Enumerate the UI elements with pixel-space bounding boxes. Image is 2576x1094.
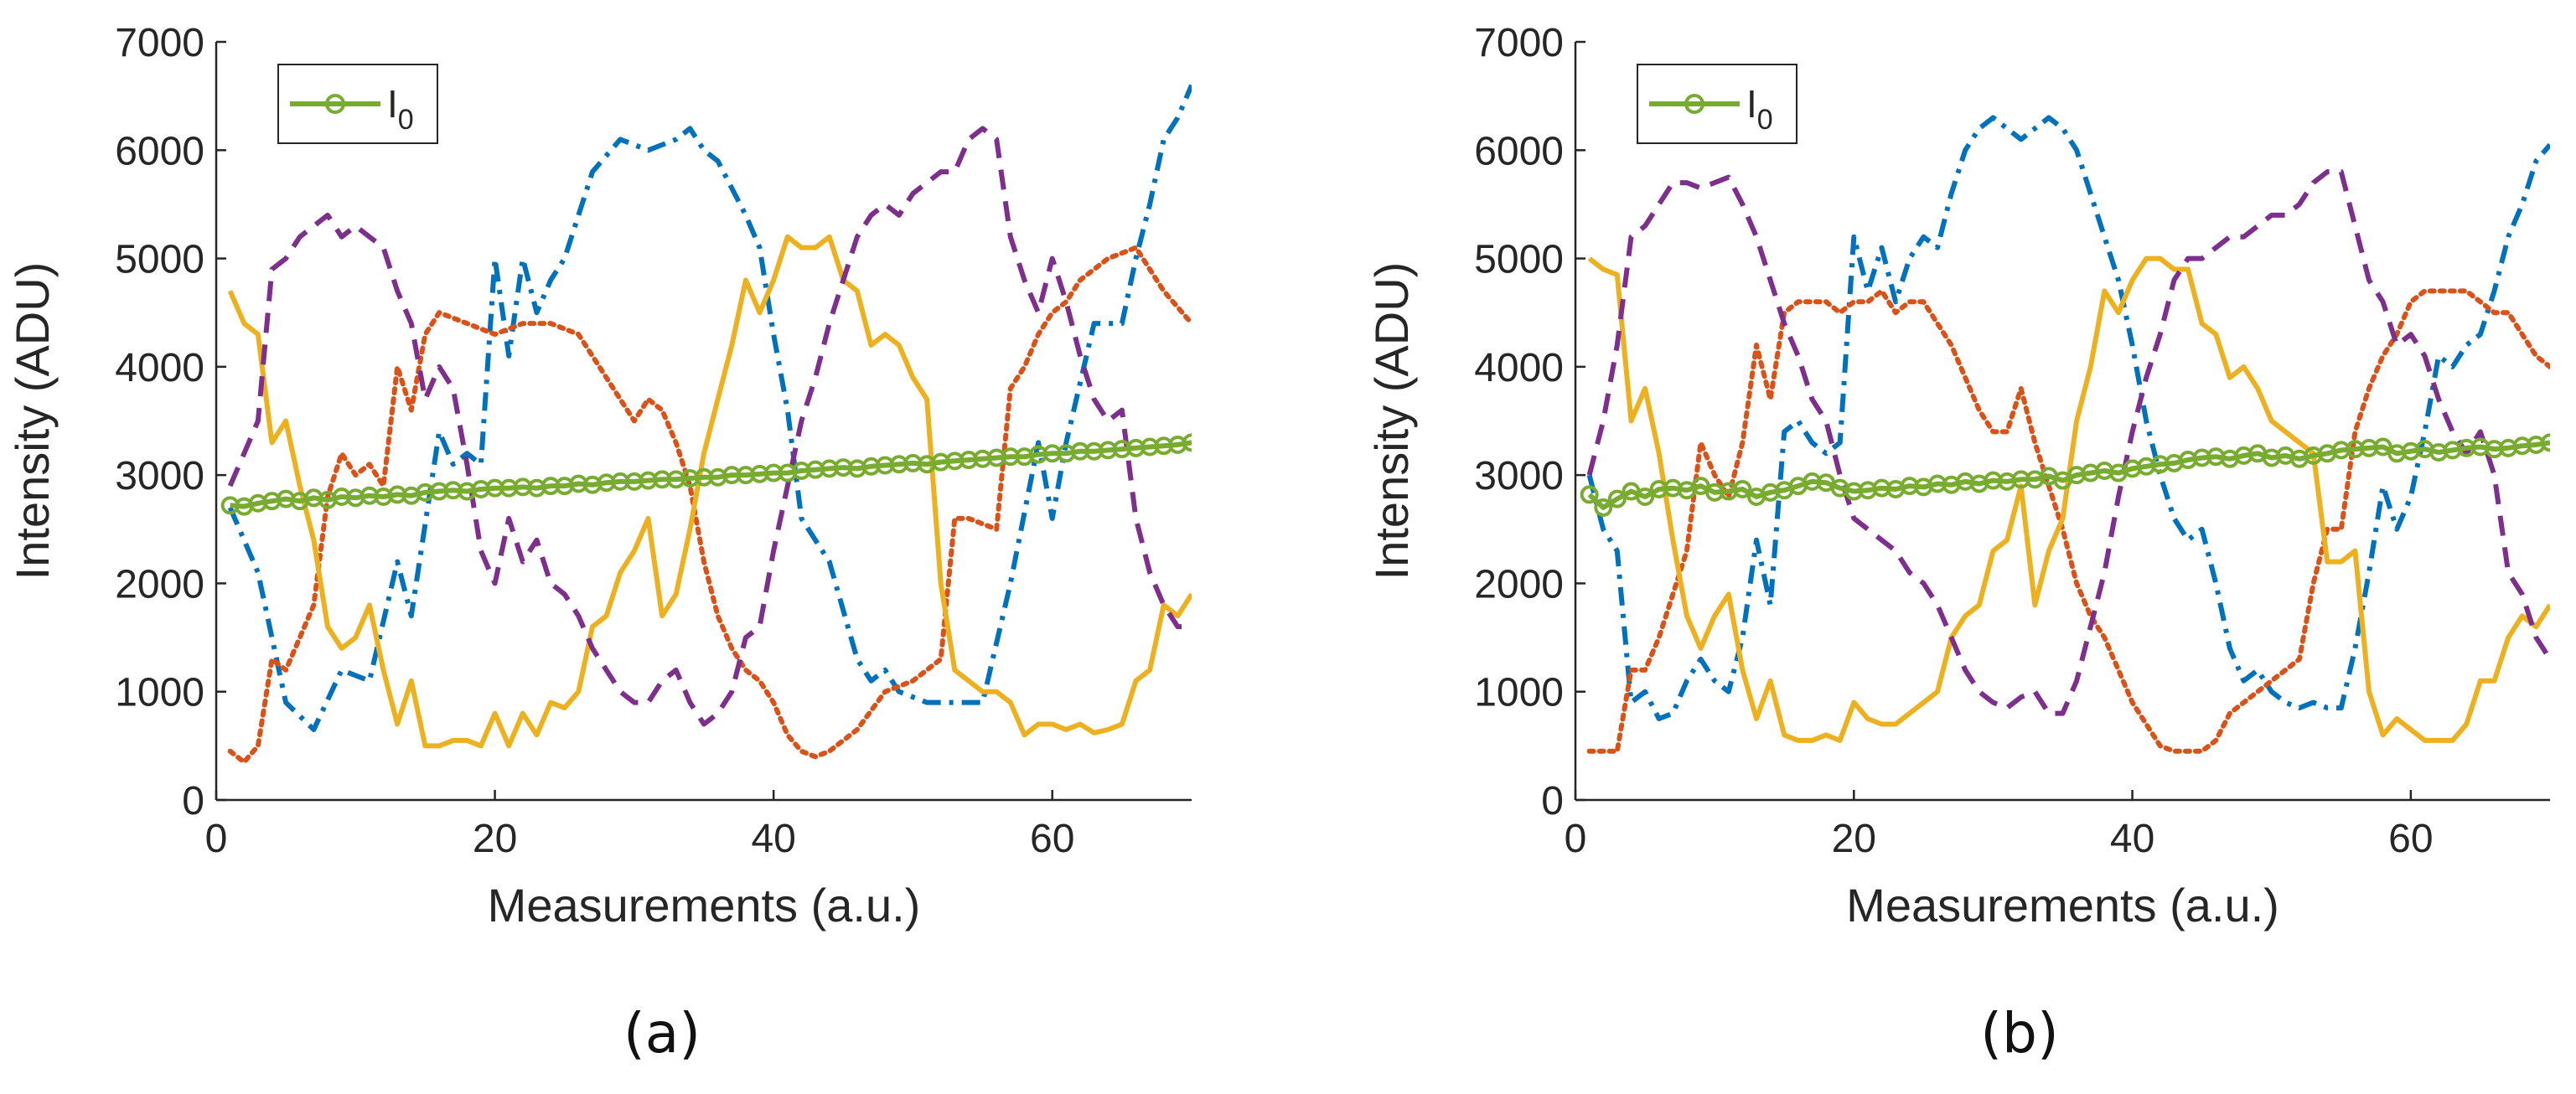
x-axis-label: Measurements (a.u.) — [488, 879, 921, 931]
x-tick-label: 40 — [2110, 817, 2154, 861]
series-line-yellow — [1587, 255, 2550, 743]
y-tick-label: 1000 — [115, 671, 204, 715]
x-tick-label: 20 — [1832, 817, 1876, 861]
legend-label: I0 — [387, 82, 414, 136]
series-line-orange — [1586, 288, 2550, 754]
x-tick-label: 0 — [1565, 817, 1587, 861]
chart-panel-b: 0 1000 2000 3000 4000 5000 6000 7000 0 20 40 60 Meas… — [1365, 21, 2550, 931]
panel-caption-a: (a) — [623, 1001, 701, 1066]
data-point-i0 — [1733, 479, 1752, 498]
y-tick-label: 2000 — [1474, 562, 1564, 606]
legend-label: I0 — [1746, 82, 1773, 136]
y-tick-label: 7000 — [115, 21, 204, 65]
chart-panel-a: 0 1000 2000 3000 4000 5000 6000 7000 0 20 40 60 Meas… — [6, 21, 1192, 931]
x-tick-label: 20 — [473, 817, 517, 861]
legend: I0 — [1637, 64, 1798, 144]
y-tick-label: 5000 — [1474, 238, 1564, 282]
plot-area — [1580, 115, 2550, 754]
series-line-purple — [1586, 169, 2550, 716]
x-axis-label: Measurements (a.u.) — [1846, 879, 2279, 931]
x-tick-label: 60 — [2388, 817, 2433, 861]
y-tick-label: 6000 — [115, 129, 204, 173]
series-line-yellow — [227, 234, 1192, 749]
y-tick-label: 7000 — [1474, 21, 1564, 65]
data-point-i0 — [2541, 433, 2550, 452]
y-tick-label: 4000 — [115, 346, 204, 390]
y-tick-label: 3000 — [115, 454, 204, 498]
y-tick-label: 4000 — [1474, 346, 1564, 390]
x-tick-label: 0 — [205, 817, 228, 861]
y-axis-label: Intensity (ADU) — [1365, 262, 1418, 581]
legend-swatch-marker — [325, 94, 345, 114]
y-tick-label: 1000 — [1474, 671, 1564, 715]
legend-swatch-marker — [1684, 94, 1704, 114]
data-point-i0 — [1636, 488, 1655, 506]
y-tick-label: 0 — [182, 779, 204, 823]
data-point-i0 — [1594, 498, 1613, 517]
y-tick-label: 3000 — [1474, 454, 1564, 498]
x-tick-label: 60 — [1030, 817, 1074, 861]
series-line-purple — [227, 126, 1192, 727]
data-point-i0 — [1580, 485, 1599, 504]
series-line-blue — [1586, 115, 2550, 721]
y-tick-label: 6000 — [1474, 129, 1564, 173]
series-line-orange — [227, 245, 1192, 765]
data-point-i0 — [1607, 489, 1627, 508]
x-tick-label: 40 — [751, 817, 795, 861]
series-line-blue — [227, 84, 1192, 732]
y-axis-label: Intensity (ADU) — [6, 262, 59, 581]
y-tick-label: 5000 — [115, 238, 204, 282]
data-point-i0 — [1182, 433, 1192, 452]
y-tick-label: 2000 — [115, 562, 204, 606]
legend: I0 — [277, 64, 438, 144]
panel-caption-b: (b) — [1980, 1001, 2059, 1066]
y-tick-label: 0 — [1541, 779, 1564, 823]
plot-area — [220, 84, 1192, 765]
